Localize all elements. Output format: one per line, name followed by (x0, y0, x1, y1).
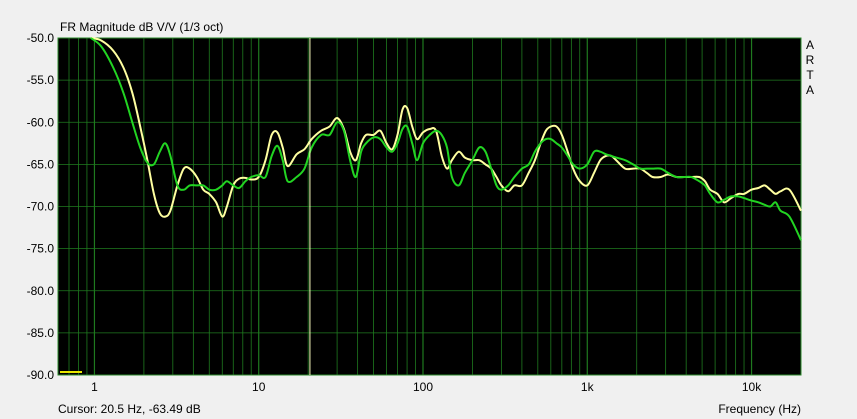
x-tick-label: 1 (91, 380, 98, 394)
cursor-readout: Cursor: 20.5 Hz, -63.49 dB (58, 402, 201, 416)
watermark-letter: R (806, 53, 815, 67)
y-tick-label: -75.0 (27, 242, 55, 256)
y-tick-label: -85.0 (27, 326, 55, 340)
y-tick-label: -65.0 (27, 157, 55, 171)
series-line-2 (90, 37, 802, 241)
chart-title: FR Magnitude dB V/V (1/3 oct) (60, 20, 223, 34)
y-tick-label: -50.0 (27, 31, 55, 45)
x-tick-label: 100 (413, 380, 433, 394)
y-tick-label: -55.0 (27, 73, 55, 87)
y-tick-label: -70.0 (27, 200, 55, 214)
x-axis: 1 10 100 1k 10k (91, 380, 762, 394)
y-tick-label: -80.0 (27, 284, 55, 298)
grid (57, 37, 802, 376)
plot-border (57, 37, 802, 376)
watermark-letter: T (806, 68, 814, 82)
watermark-letter: A (806, 83, 814, 97)
y-tick-label: -90.0 (27, 368, 55, 382)
x-axis-label: Frequency (Hz) (718, 402, 801, 416)
curves (90, 37, 802, 241)
x-tick-label: 10 (252, 380, 266, 394)
x-tick-label: 10k (742, 380, 762, 394)
y-axis: -50.0 -55.0 -60.0 -65.0 -70.0 -75.0 -80.0 -85.0… (27, 31, 55, 382)
y-tick-label: -60.0 (27, 115, 55, 129)
x-tick-label: 1k (581, 380, 595, 394)
watermark-letter: A (806, 38, 814, 52)
